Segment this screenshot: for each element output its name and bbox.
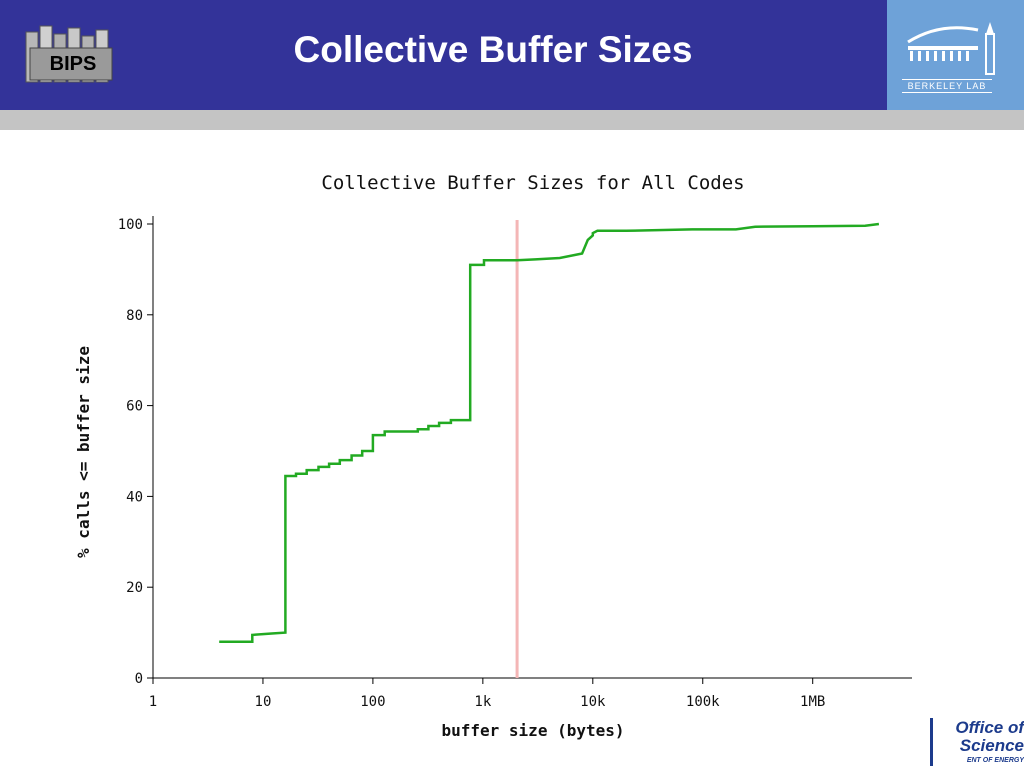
berkeley-lab-label: BERKELEY LAB <box>902 79 992 93</box>
slide-title: Collective Buffer Sizes <box>293 29 693 70</box>
x-tick-label: 1k <box>474 694 491 710</box>
bips-logo-text: BIPS <box>49 53 97 75</box>
y-tick-label: 20 <box>126 580 143 596</box>
y-axis-ticks: 0 20 40 60 80 100 <box>118 217 153 687</box>
y-tick-label: 80 <box>126 308 143 324</box>
y-tick-label: 100 <box>118 217 143 233</box>
berkeley-lab-logo-icon <box>907 22 995 75</box>
x-axis-label: buffer size (bytes) <box>441 721 624 740</box>
x-tick-label: 100k <box>686 694 720 710</box>
x-tick-label: 100 <box>360 694 385 710</box>
slide-header <box>0 0 1024 110</box>
x-tick-label: 1MB <box>800 694 825 710</box>
y-tick-label: 40 <box>126 489 143 505</box>
header-strip <box>0 110 1024 130</box>
chart-series <box>219 222 880 643</box>
series-line <box>219 222 880 643</box>
x-tick-label: 10k <box>580 694 606 710</box>
berkeley-lab-logo-panel <box>887 0 1024 110</box>
office-of-science-logo-icon <box>930 718 933 766</box>
office-of-science-line3: ENT OF ENERGY <box>966 757 1024 764</box>
x-tick-label: 10 <box>255 694 272 710</box>
x-tick-label: 1 <box>149 694 157 710</box>
y-tick-label: 0 <box>135 671 143 687</box>
office-of-science-line1: Office of <box>955 718 1024 737</box>
bips-building-logo-icon <box>25 25 113 83</box>
chart-title: Collective Buffer Sizes for All Codes <box>321 172 744 194</box>
plot-area <box>152 216 912 679</box>
y-tick-label: 60 <box>126 399 143 415</box>
x-axis-ticks: 1 10 100 1k 10k 100k 1MB <box>149 678 825 710</box>
y-axis-label: % calls <= buffer size <box>74 346 93 558</box>
office-of-science-line2: Science <box>959 736 1024 755</box>
